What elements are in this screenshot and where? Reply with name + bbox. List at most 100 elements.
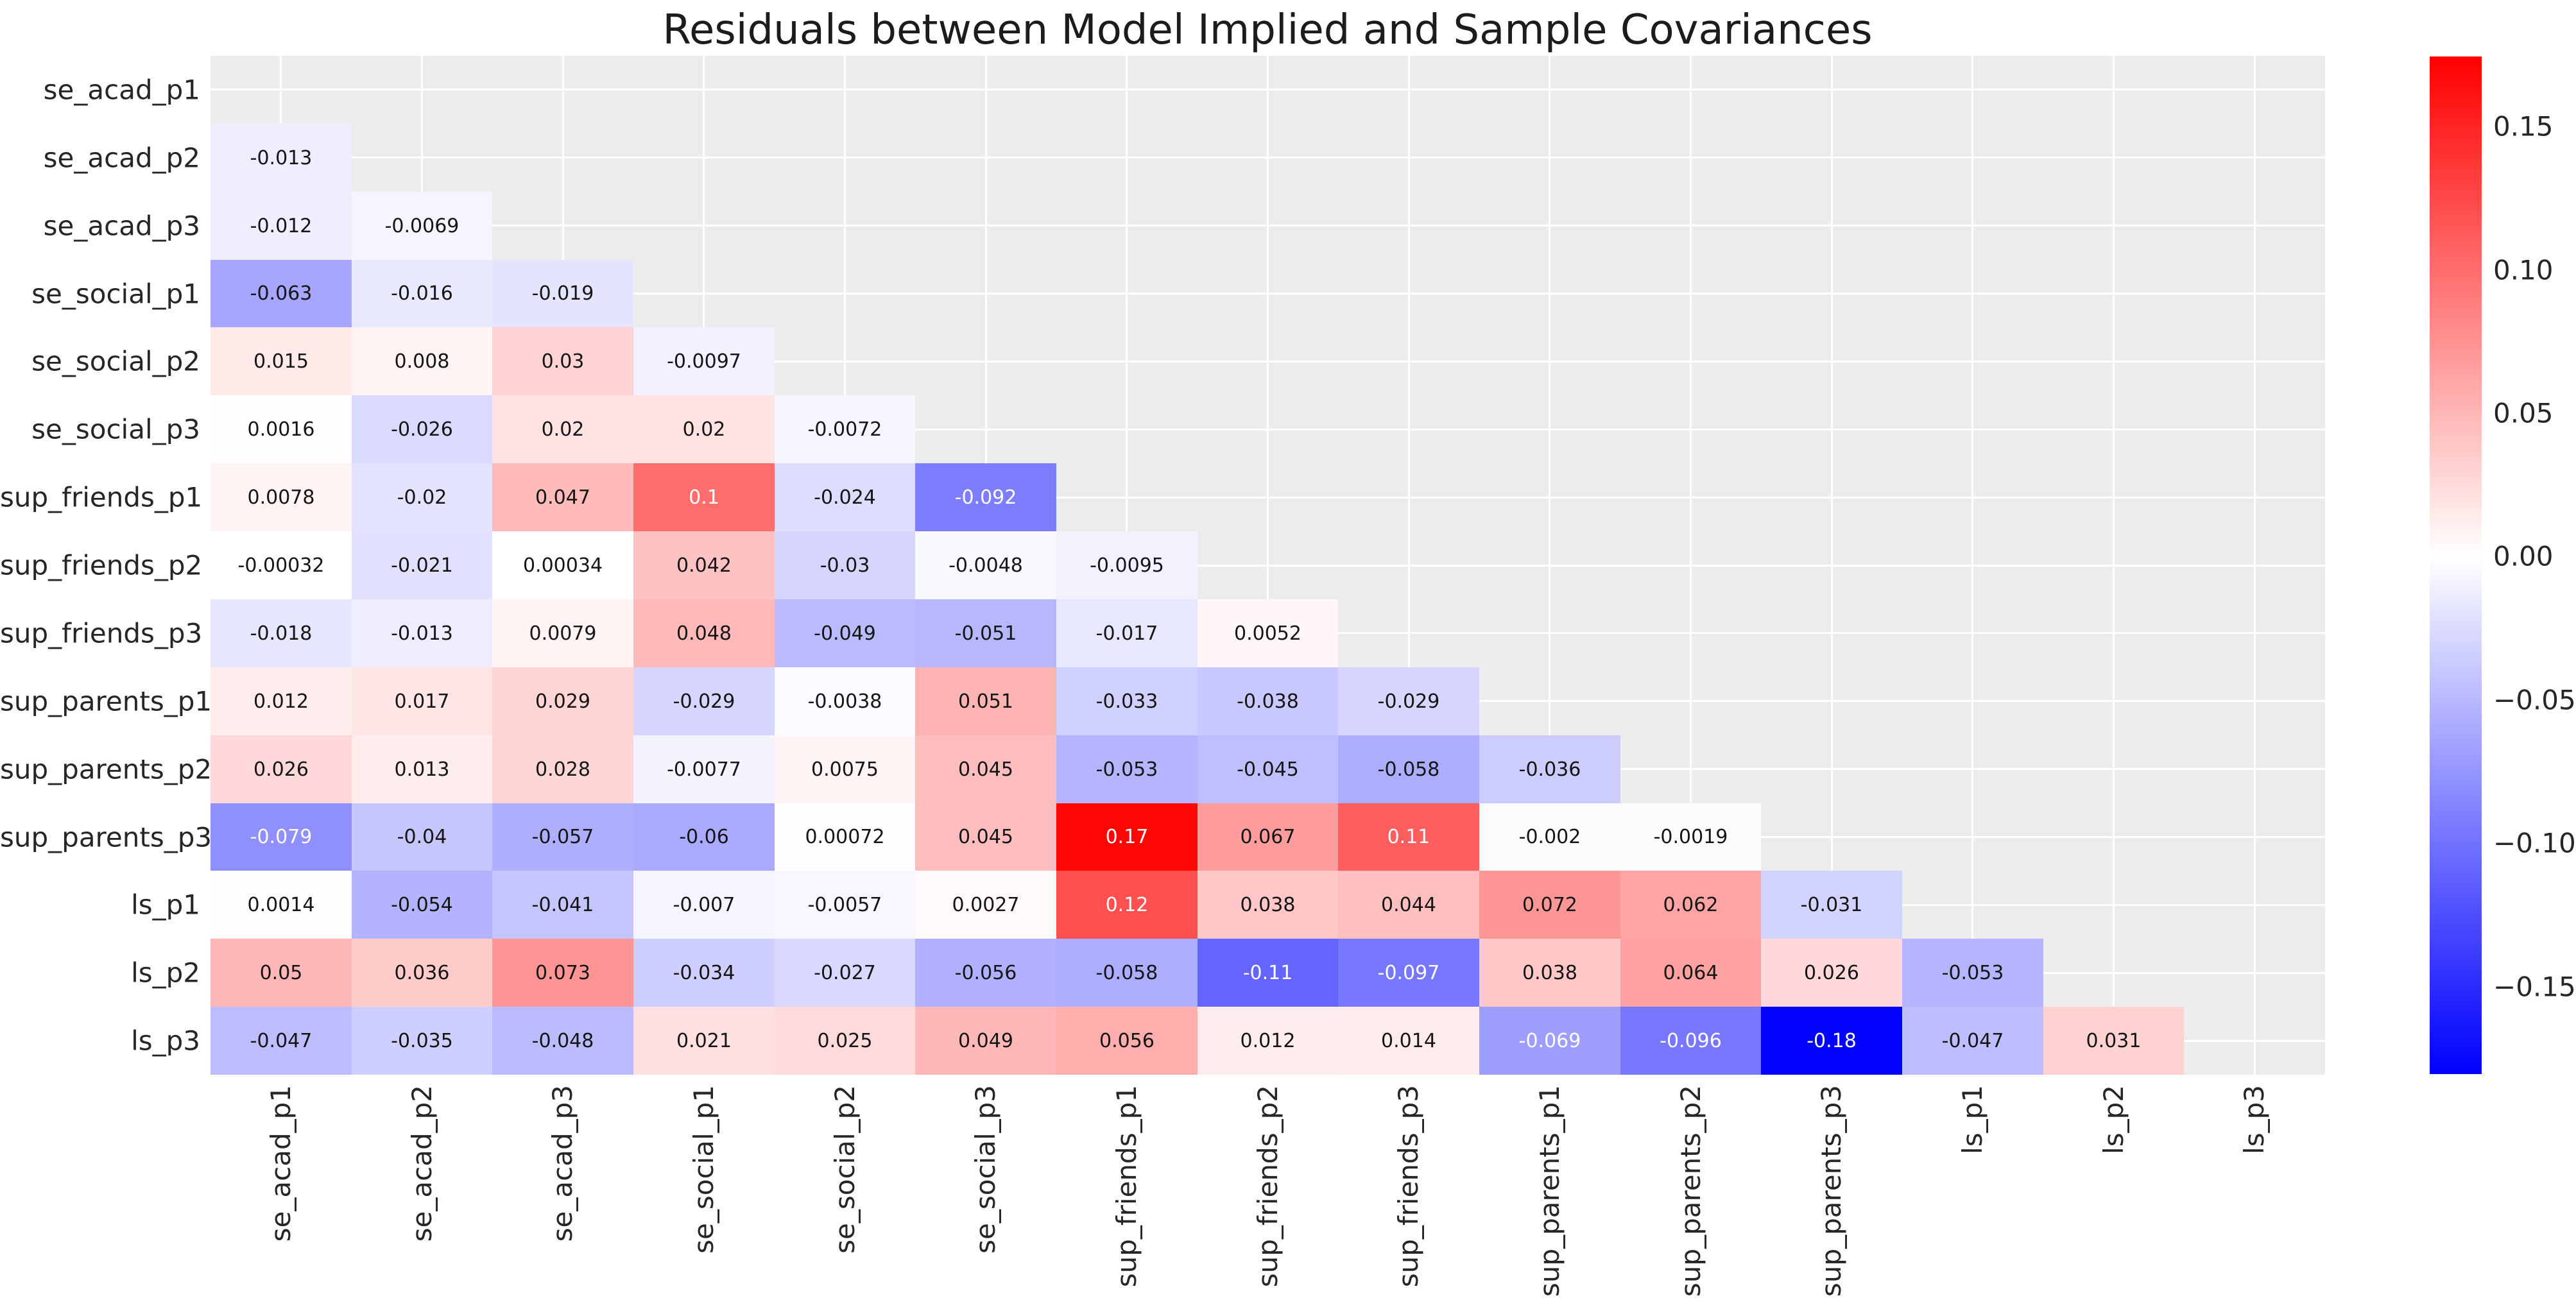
heatmap-cell: -0.057 (492, 803, 633, 871)
heatmap-cell: 0.038 (1479, 939, 1620, 1007)
heatmap-cell: 0.0014 (210, 871, 352, 939)
heatmap-cell: -0.017 (1056, 599, 1198, 667)
heatmap-cell: -0.031 (1761, 871, 1902, 939)
y-tick-label: se_acad_p2 (43, 142, 200, 174)
heatmap-cell: -0.069 (1479, 1007, 1620, 1075)
heatmap-cell: 0.045 (915, 735, 1056, 803)
heatmap-cell: -0.0048 (915, 531, 1056, 599)
y-tick-label: sup_friends_p1 (0, 481, 203, 513)
heatmap-cell: -0.0057 (775, 871, 915, 939)
heatmap-cell: -0.045 (1198, 735, 1338, 803)
heatmap-cell: -0.016 (352, 260, 492, 327)
x-tick-label: sup_friends_p2 (1251, 1085, 1284, 1288)
x-tick-label: se_social_p3 (970, 1085, 1002, 1254)
heatmap-cell: 0.013 (352, 735, 492, 803)
heatmap-cell: 0.026 (210, 735, 352, 803)
heatmap-cell: 0.036 (352, 939, 492, 1007)
heatmap-cell: -0.007 (633, 871, 775, 939)
heatmap-cell: -0.013 (210, 124, 352, 192)
heatmap-cell: -0.0019 (1620, 803, 1761, 871)
heatmap-cell: -0.092 (915, 463, 1056, 531)
heatmap-cell: 0.012 (1198, 1007, 1338, 1075)
x-tick-label: ls_p2 (2097, 1085, 2129, 1154)
heatmap-cell: 0.00072 (775, 803, 915, 871)
heatmap-cell: 0.0078 (210, 463, 352, 531)
gridline-vertical (1830, 56, 1833, 1075)
heatmap-cell: 0.17 (1056, 803, 1198, 871)
gridline-horizontal (210, 564, 2325, 567)
heatmap-cell: 0.0016 (210, 395, 352, 463)
gridline-vertical (1971, 56, 1974, 1075)
heatmap-cell: -0.053 (1056, 735, 1198, 803)
heatmap-cell: 0.014 (1338, 1007, 1479, 1075)
heatmap-cell: -0.0095 (1056, 531, 1198, 599)
heatmap-cell: -0.029 (633, 667, 775, 735)
heatmap-cell: 0.008 (352, 327, 492, 395)
heatmap-cell: -0.02 (352, 463, 492, 531)
heatmap-cell: -0.051 (915, 599, 1056, 667)
heatmap-cell: 0.12 (1056, 871, 1198, 939)
heatmap-cell: 0.062 (1620, 871, 1761, 939)
colorbar-tick-label: −0.10 (2493, 827, 2576, 859)
y-tick-label: sup_parents_p1 (0, 685, 212, 717)
heatmap-cell: -0.0038 (775, 667, 915, 735)
colorbar-tick-label: 0.10 (2493, 254, 2554, 286)
y-tick-label: ls_p2 (131, 957, 200, 989)
y-tick-label: se_acad_p3 (43, 210, 200, 242)
heatmap-cell: 0.015 (210, 327, 352, 395)
heatmap-cell: 0.047 (492, 463, 633, 531)
heatmap-cell: 0.031 (2043, 1007, 2184, 1075)
heatmap-cell: 0.02 (492, 395, 633, 463)
heatmap-cell: 0.012 (210, 667, 352, 735)
y-tick-label: sup_friends_p3 (0, 617, 203, 649)
y-tick-label: sup_friends_p2 (0, 549, 203, 581)
heatmap-cell: -0.0097 (633, 327, 775, 395)
heatmap-cell: -0.002 (1479, 803, 1620, 871)
x-tick-label: ls_p1 (1956, 1085, 1988, 1154)
heatmap-cell: -0.026 (352, 395, 492, 463)
colorbar-gradient (2430, 56, 2482, 1074)
x-tick-label: sup_parents_p3 (1816, 1085, 1848, 1297)
gridline-vertical (1690, 56, 1692, 1075)
heatmap-cell: 0.028 (492, 735, 633, 803)
heatmap-cell: -0.058 (1338, 735, 1479, 803)
heatmap-cell: -0.027 (775, 939, 915, 1007)
y-tick-label: se_social_p1 (31, 278, 200, 309)
heatmap-cell: 0.038 (1198, 871, 1338, 939)
x-tick-label: sup_friends_p3 (1393, 1085, 1425, 1288)
chart-title: Residuals between Model Implied and Samp… (662, 6, 1873, 54)
heatmap-cell: 0.048 (633, 599, 775, 667)
heatmap-cell: 0.0079 (492, 599, 633, 667)
heatmap-cell: -0.024 (775, 463, 915, 531)
gridline-vertical (2113, 56, 2115, 1075)
x-tick-label: se_social_p2 (829, 1085, 861, 1254)
x-tick-label: se_social_p1 (687, 1085, 719, 1254)
heatmap-cell: 0.021 (633, 1007, 775, 1075)
heatmap-cell: 0.0052 (1198, 599, 1338, 667)
heatmap-cell: -0.079 (210, 803, 352, 871)
heatmap-cell: -0.03 (775, 531, 915, 599)
heatmap-cell: -0.056 (915, 939, 1056, 1007)
colorbar-tick-label: −0.15 (2493, 971, 2576, 1003)
colorbar-tick-label: −0.05 (2493, 684, 2576, 716)
heatmap-cell: 0.1 (633, 463, 775, 531)
x-tick-label: se_acad_p2 (406, 1085, 438, 1242)
heatmap-cell: 0.045 (915, 803, 1056, 871)
heatmap-cell: -0.036 (1479, 735, 1620, 803)
y-tick-label: se_social_p3 (31, 413, 200, 445)
heatmap-cell: 0.11 (1338, 803, 1479, 871)
heatmap-cell: -0.033 (1056, 667, 1198, 735)
heatmap-cell: 0.064 (1620, 939, 1761, 1007)
x-tick-label: sup_parents_p1 (1533, 1085, 1565, 1297)
heatmap-cell: 0.067 (1198, 803, 1338, 871)
heatmap-cell: -0.021 (352, 531, 492, 599)
heatmap-cell: -0.012 (210, 192, 352, 260)
heatmap-cell: -0.0077 (633, 735, 775, 803)
x-tick-label: se_acad_p1 (264, 1085, 296, 1242)
heatmap-cell: -0.053 (1902, 939, 2043, 1007)
heatmap-cell: -0.063 (210, 260, 352, 327)
colorbar-tick-label: 0.15 (2493, 110, 2554, 142)
colorbar-tick-label: 0.05 (2493, 397, 2554, 429)
heatmap-cell: 0.0075 (775, 735, 915, 803)
